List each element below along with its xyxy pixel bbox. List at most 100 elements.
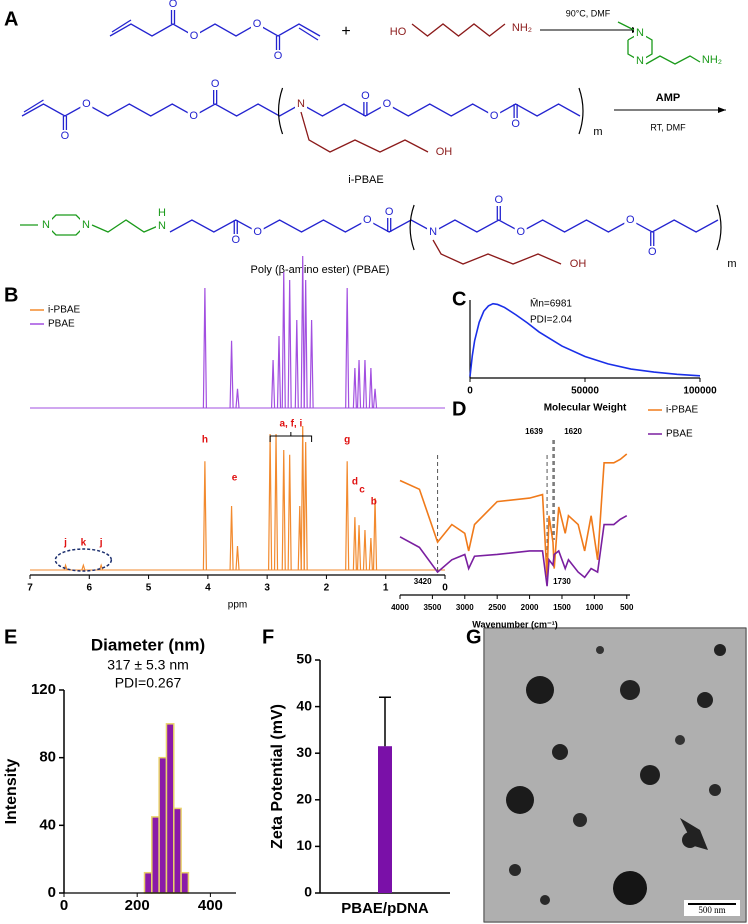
peak-label: j: [99, 538, 103, 549]
bond: [111, 19, 132, 33]
peak: [235, 388, 240, 409]
peak-label: d: [352, 477, 358, 488]
peak: [362, 359, 368, 409]
peak: [202, 287, 207, 409]
bar: [151, 816, 160, 894]
peak: [345, 461, 350, 571]
atom-label: OH: [570, 258, 587, 270]
peak: [287, 279, 292, 409]
annotation: 3420: [414, 577, 432, 586]
x-tick-label: 0: [467, 386, 473, 397]
condition-label: 90°C, DMF: [566, 8, 611, 18]
chart-title: Diameter (nm): [91, 635, 205, 654]
annotation: 1620: [564, 427, 582, 436]
bar: [158, 756, 168, 894]
peak-label: k: [81, 538, 87, 549]
x-tick-label: 500: [620, 603, 634, 612]
atom-label: m: [593, 126, 602, 138]
peak-label: j: [63, 538, 67, 549]
legend-label: i-PBAE: [666, 405, 699, 416]
peak: [352, 517, 357, 571]
atom-label: m: [727, 258, 736, 270]
annotation: 1639: [525, 427, 543, 436]
peak: [276, 335, 282, 409]
atom-bg: [514, 225, 527, 239]
x-tick-label: 3000: [456, 603, 474, 612]
panel-label: D: [452, 398, 466, 420]
atom-label: N: [297, 98, 305, 110]
atom-label: O: [363, 214, 372, 226]
atom-bg: [80, 218, 92, 232]
peak: [300, 425, 305, 571]
peak: [368, 367, 373, 409]
y-tick-label: 20: [296, 791, 312, 807]
bond: [300, 111, 429, 153]
atom-label: HO: [390, 26, 407, 38]
peak: [270, 359, 276, 409]
y-tick-label: 10: [296, 837, 312, 853]
y-tick-label: 40: [39, 816, 56, 833]
panel-label: F: [262, 626, 274, 648]
bond: [91, 219, 159, 233]
x-tick-label: 50000: [571, 386, 599, 397]
bracket: [578, 87, 584, 135]
peak: [229, 340, 234, 409]
panel-label: E: [4, 626, 17, 648]
panel-label: C: [452, 288, 466, 310]
x-tick-label: 400: [198, 897, 223, 914]
panel-label: B: [4, 284, 18, 306]
peak: [202, 461, 207, 571]
atom-label: H: [158, 207, 166, 219]
x-tick-label: 2000: [521, 603, 539, 612]
atom-label: O: [231, 234, 240, 246]
atom-bg: [427, 225, 440, 239]
peak: [345, 287, 350, 409]
x-tick-label: 1: [383, 583, 389, 594]
atom-label: NH₂: [512, 22, 532, 34]
atom-label: NH₂: [702, 54, 722, 66]
tem-image: 500 nm: [483, 627, 747, 923]
peak: [352, 367, 357, 409]
bar: [173, 807, 182, 894]
atom-label: O: [626, 214, 635, 226]
atom-label: O: [61, 130, 70, 142]
y-tick-label: 30: [296, 744, 312, 760]
peak: [372, 497, 378, 571]
x-tick-label: 0: [60, 897, 68, 914]
bracket: [269, 432, 313, 442]
legend-label: i-PBAE: [48, 305, 81, 316]
compound-label: i-PBAE: [348, 174, 383, 186]
x-tick-label: 3: [264, 583, 270, 594]
atom-bg: [156, 219, 168, 233]
peak-label: e: [232, 473, 238, 484]
atom-label: O: [648, 246, 657, 258]
atom-bg: [188, 29, 200, 43]
atom-label: O: [383, 98, 392, 110]
x-tick-label: PBAE/pDNA: [341, 900, 429, 917]
peak-label: b: [371, 497, 377, 508]
bracket: [409, 204, 415, 251]
atom-label: O: [189, 110, 198, 122]
bond: [617, 21, 635, 31]
atom-label: O: [169, 0, 178, 10]
peak: [309, 319, 314, 409]
peak: [356, 525, 362, 571]
x-tick-label: 3500: [423, 603, 441, 612]
x-axis-label: Wavenumber (cm⁻¹): [472, 619, 557, 629]
x-tick-label: 200: [125, 897, 150, 914]
y-tick-label: 80: [39, 749, 56, 766]
x-tick-label: 2500: [488, 603, 506, 612]
x-tick-label: 5: [146, 583, 152, 594]
peak: [294, 319, 299, 409]
highlight-ellipse: [54, 548, 113, 572]
x-tick-label: 2: [324, 583, 330, 594]
series-line: [399, 453, 628, 578]
atom-label: O: [190, 30, 199, 42]
atom-label: O: [385, 206, 394, 218]
bond: [411, 23, 506, 37]
x-tick-label: 1000: [585, 603, 603, 612]
peak: [81, 563, 86, 571]
bond: [23, 99, 44, 113]
peak: [300, 255, 305, 409]
